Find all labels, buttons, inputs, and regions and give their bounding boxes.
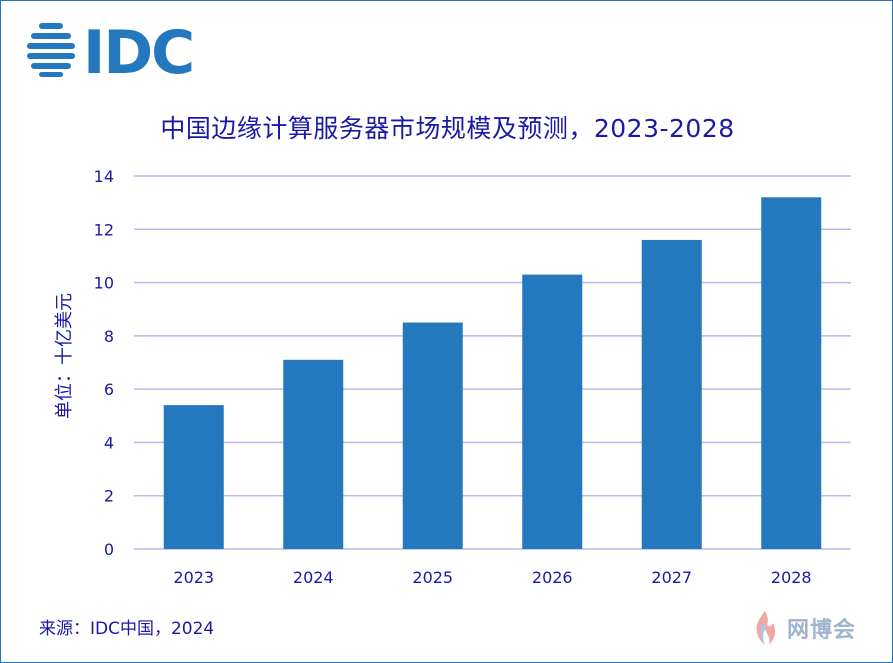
bar — [522, 274, 583, 549]
x-tick-label: 2024 — [293, 568, 334, 587]
bar — [641, 239, 702, 549]
y-tick-label: 8 — [104, 327, 114, 346]
x-tick-label: 2023 — [173, 568, 214, 587]
y-tick-label: 2 — [104, 487, 114, 506]
bar — [402, 322, 463, 549]
y-tick-label: 4 — [104, 433, 114, 452]
x-tick-label: 2026 — [532, 568, 573, 587]
bar — [761, 197, 822, 550]
y-tick-label: 0 — [104, 540, 114, 559]
logo-text: IDC — [83, 21, 193, 77]
x-tick-label: 2028 — [771, 568, 812, 587]
watermark-text: 网博会 — [787, 618, 857, 643]
y-tick-label: 14 — [94, 167, 114, 186]
bar — [163, 405, 224, 549]
logo-globe-icon — [27, 23, 75, 77]
y-tick-label: 6 — [104, 380, 114, 399]
x-tick-label: 2025 — [412, 568, 453, 587]
bar — [283, 359, 344, 549]
y-tick-label: 10 — [94, 274, 114, 293]
y-tick-label: 12 — [94, 220, 114, 239]
idc-logo: IDC — [25, 18, 200, 88]
source-note: 来源：IDC中国，2024 — [39, 619, 215, 639]
chart-title: 中国边缘计算服务器市场规模及预测，2023-2028 — [160, 114, 735, 143]
flame-icon — [756, 611, 776, 645]
x-tick-label: 2027 — [651, 568, 692, 587]
watermark: 网博会 — [749, 609, 856, 647]
